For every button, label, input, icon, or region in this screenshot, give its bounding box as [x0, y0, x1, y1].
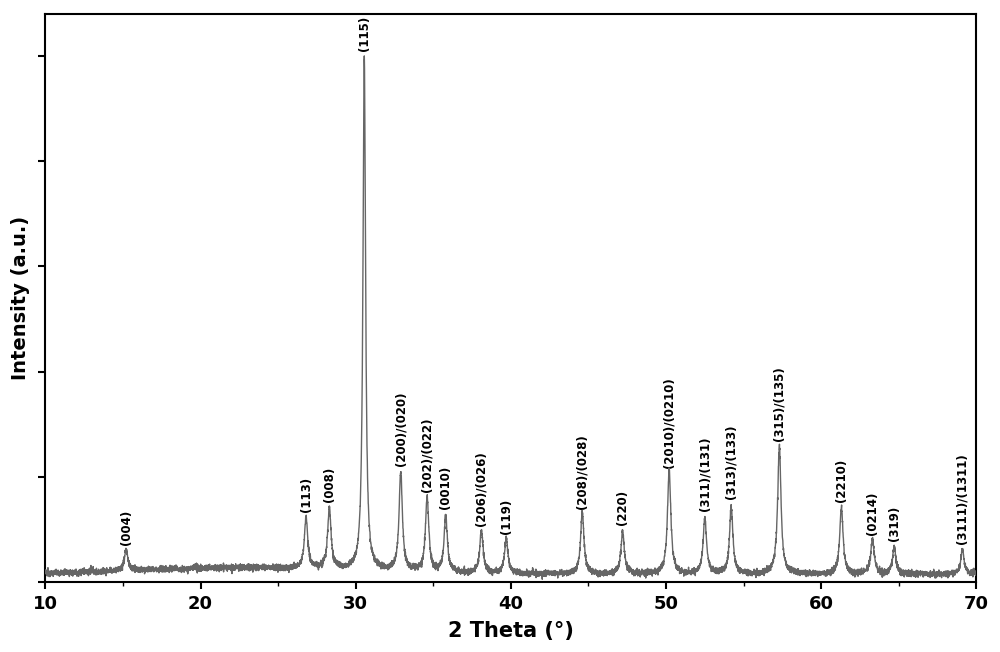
Text: (202)/(022): (202)/(022) [421, 418, 434, 492]
Text: (208)/(028): (208)/(028) [576, 434, 589, 509]
Text: (3111)/(1311): (3111)/(1311) [956, 454, 969, 544]
Text: (119): (119) [500, 498, 513, 533]
Text: (315)/(135): (315)/(135) [773, 366, 786, 441]
Text: (113): (113) [300, 477, 313, 512]
Text: (311)/(131): (311)/(131) [698, 437, 711, 511]
Text: (200)/(020): (200)/(020) [394, 392, 407, 466]
Text: (206)/(026): (206)/(026) [475, 451, 488, 526]
Text: (004): (004) [120, 509, 133, 544]
Text: (313)/(133): (313)/(133) [725, 425, 738, 499]
Text: (008): (008) [323, 467, 336, 502]
Text: (2010)/(0210): (2010)/(0210) [663, 378, 676, 468]
Text: (0010): (0010) [439, 466, 452, 509]
Text: (115): (115) [358, 16, 371, 51]
Text: (2210): (2210) [835, 459, 848, 502]
X-axis label: 2 Theta (°): 2 Theta (°) [448, 621, 574, 641]
Text: (220): (220) [616, 490, 629, 526]
Text: (319): (319) [888, 505, 901, 541]
Text: (0214): (0214) [866, 492, 879, 535]
Y-axis label: Intensity (a.u.): Intensity (a.u.) [11, 216, 30, 380]
